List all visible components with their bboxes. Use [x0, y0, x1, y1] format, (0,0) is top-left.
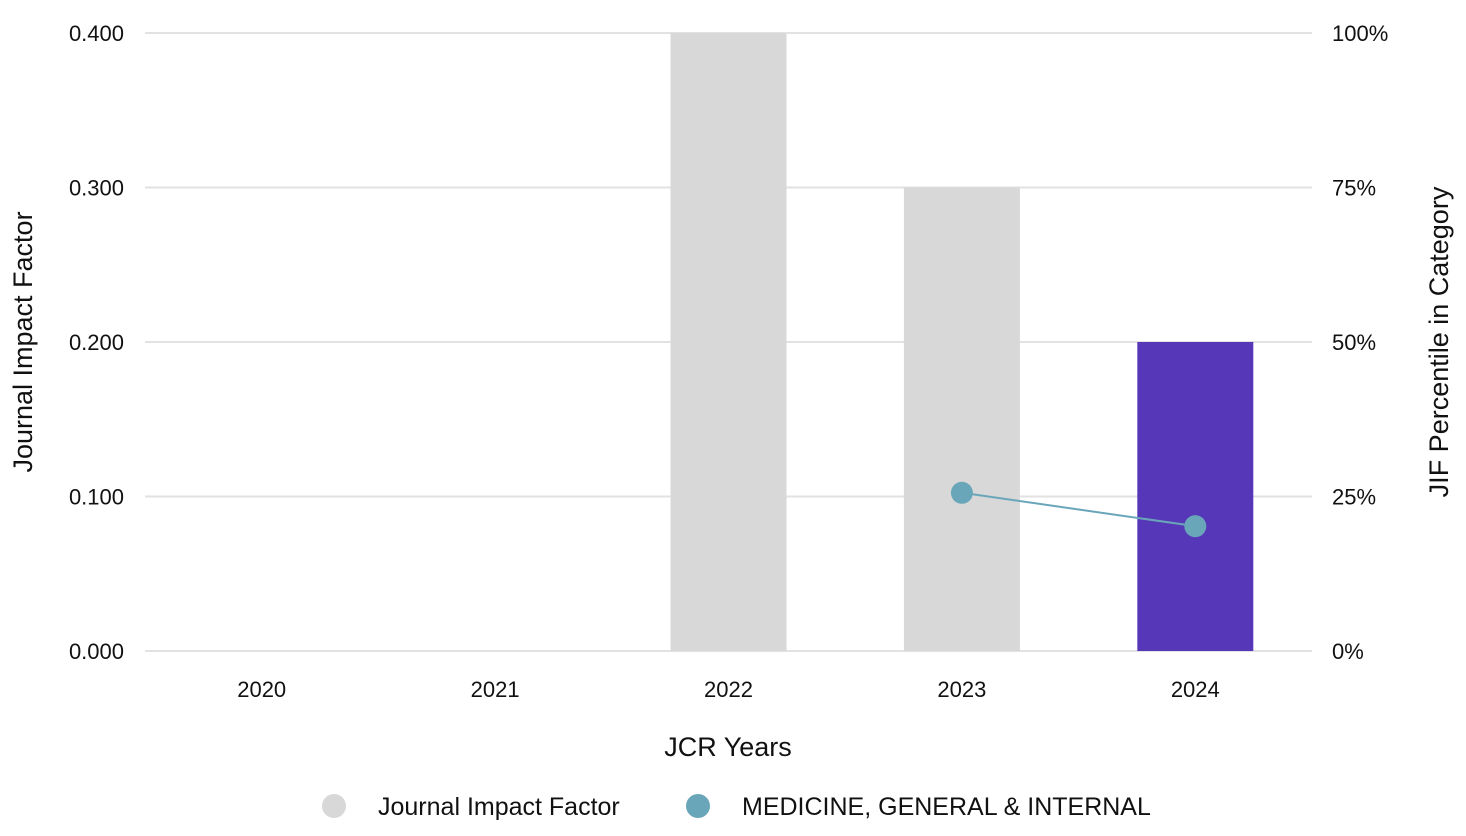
- y-axis-left: 0.000 0.100 0.200 0.300 0.400: [69, 21, 124, 664]
- y-axis-right: 0% 25% 50% 75% 100%: [1332, 21, 1388, 664]
- bars: [670, 33, 1254, 652]
- y2-tick-label: 25%: [1332, 485, 1376, 510]
- legend-label-medicine-general-internal: MEDICINE, GENERAL & INTERNAL: [742, 793, 1151, 821]
- percentile-point-2024[interactable]: [1184, 515, 1207, 538]
- x-tick-label: 2022: [704, 677, 753, 702]
- x-axis-title: JCR Years: [664, 732, 792, 762]
- percentile-line: [950, 481, 1207, 538]
- x-tick-label: 2023: [937, 677, 986, 702]
- y-tick-label: 0.400: [69, 21, 124, 46]
- y2-tick-label: 50%: [1332, 330, 1376, 355]
- bar-2024[interactable]: [1137, 342, 1254, 651]
- legend-label-journal-impact-factor: Journal Impact Factor: [378, 793, 620, 821]
- bar-2022[interactable]: [670, 33, 787, 651]
- legend-swatch-journal-impact-factor: [322, 794, 346, 818]
- percentile-point-2023[interactable]: [950, 481, 973, 504]
- percentile-line-path: [961, 491, 1196, 528]
- y2-axis-title: JIF Percentile in Category: [1424, 186, 1454, 497]
- y2-tick-label: 0%: [1332, 639, 1364, 664]
- y-axis-title: Journal Impact Factor: [8, 211, 38, 472]
- legend-swatch-medicine-general-internal: [686, 794, 710, 818]
- legend: Journal Impact Factor MEDICINE, GENERAL …: [322, 793, 1151, 821]
- y2-tick-label: 100%: [1332, 21, 1388, 46]
- y-tick-label: 0.200: [69, 330, 124, 355]
- x-tick-label: 2024: [1171, 677, 1220, 702]
- y-tick-label: 0.000: [69, 639, 124, 664]
- y-tick-label: 0.300: [69, 176, 124, 201]
- x-tick-label: 2020: [237, 677, 286, 702]
- x-tick-label: 2021: [471, 677, 520, 702]
- bar-2023[interactable]: [903, 187, 1020, 652]
- x-axis: 2020 2021 2022 2023 2024: [237, 677, 1220, 702]
- y-tick-label: 0.100: [69, 485, 124, 510]
- y2-tick-label: 75%: [1332, 176, 1376, 201]
